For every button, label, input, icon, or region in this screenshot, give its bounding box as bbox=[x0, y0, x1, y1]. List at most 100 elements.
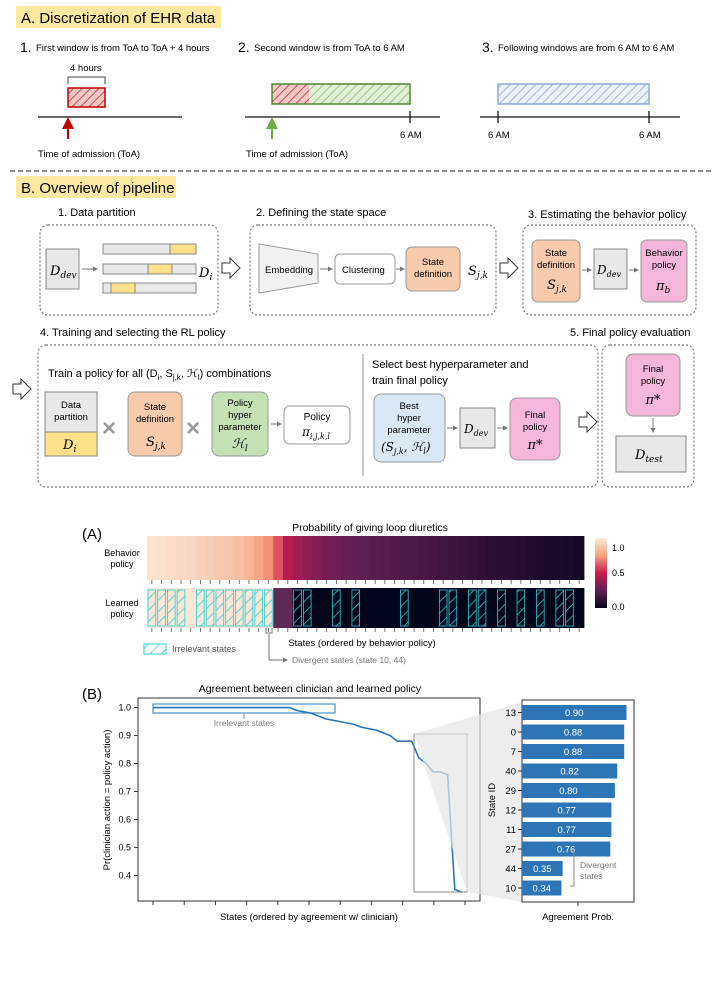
colorbar-tick-05: 0.5 bbox=[612, 568, 625, 578]
step1-bracket-label: 4 hours bbox=[70, 63, 102, 74]
p4-pol-pi: πi,j,k,l bbox=[301, 425, 330, 441]
irrelevant-hatch bbox=[302, 589, 312, 627]
behavior-cell bbox=[341, 536, 352, 580]
learned-cell bbox=[341, 588, 352, 628]
p4-select-1: Select best hyperparameter and bbox=[372, 359, 529, 371]
p4-best-1: Best bbox=[399, 401, 418, 412]
flow-arrow-icon bbox=[578, 410, 598, 434]
bar-category-label: 40 bbox=[505, 767, 516, 778]
behavior-cell bbox=[564, 536, 575, 580]
p1-ddev: Ddev bbox=[49, 264, 77, 281]
irrelevant-hatch bbox=[147, 589, 157, 627]
behavior-cell bbox=[370, 536, 381, 580]
p1-ddev-box bbox=[45, 248, 80, 290]
behavior-cell bbox=[477, 536, 488, 580]
y-tick-label: 0.5 bbox=[118, 842, 131, 852]
learned-cell bbox=[486, 588, 497, 628]
bar-xlabel: Agreement Prob. bbox=[542, 912, 614, 923]
irrelevant-hatch bbox=[332, 589, 341, 627]
step2-tick-label: 6 AM bbox=[400, 130, 422, 141]
p1-di: Di bbox=[198, 266, 212, 283]
step1-text: First window is from ToA to ToA + 4 hour… bbox=[36, 43, 210, 54]
learned-cell bbox=[370, 588, 381, 628]
zoom-connector bbox=[414, 702, 522, 902]
behavior-cell bbox=[195, 536, 206, 580]
chart-panel-label: (B) bbox=[82, 686, 102, 703]
behavior-cell bbox=[516, 536, 527, 580]
learned-cell bbox=[418, 588, 430, 628]
p4-sd-1: State bbox=[144, 402, 166, 413]
flow-arrow-icon bbox=[221, 256, 241, 280]
p4-frame bbox=[37, 344, 599, 488]
step2-first-window bbox=[272, 84, 309, 104]
p3-behavior-1: Behavior bbox=[645, 248, 683, 259]
p4-state-box bbox=[127, 391, 183, 457]
agreement-bar bbox=[522, 705, 627, 720]
agreement-bar bbox=[522, 724, 625, 740]
p3-title: 3. Estimating the behavior policy bbox=[528, 209, 687, 221]
agreement-bar bbox=[522, 783, 615, 798]
p5-fp-1: Final bbox=[643, 364, 664, 375]
behavior-cell bbox=[438, 536, 449, 580]
behavior-cell bbox=[321, 536, 332, 580]
times-icon: × bbox=[102, 415, 116, 442]
learned-cell bbox=[428, 588, 439, 628]
divergent-bar-bracket bbox=[570, 849, 575, 887]
divergent-bracket bbox=[265, 628, 273, 634]
behavior-cell bbox=[244, 536, 255, 580]
p2-frame bbox=[249, 224, 497, 316]
heatmap-title: Probability of giving loop diuretics bbox=[292, 522, 448, 534]
p1-title: 1. Data partition bbox=[58, 207, 136, 219]
p3-state-1: State bbox=[545, 248, 567, 259]
learned-cell bbox=[506, 588, 517, 628]
p1-frame bbox=[39, 224, 219, 316]
y-tick-label: 1.0 bbox=[118, 703, 131, 713]
section-b: B. Overview of pipeline 1. Data partitio… bbox=[12, 176, 697, 488]
bar-value-label: 0.77 bbox=[557, 825, 576, 836]
agreement-bar bbox=[522, 763, 618, 779]
learned-cell bbox=[312, 588, 323, 628]
learned-cell bbox=[409, 588, 420, 628]
p5-title: 5. Final policy evaluation bbox=[570, 327, 690, 339]
behavior-cell bbox=[273, 536, 284, 580]
heatmap-xlabel: States (ordered by behavior policy) bbox=[288, 638, 435, 649]
behavior-cell bbox=[428, 536, 439, 580]
heatmap-row1-line1: Behavior bbox=[104, 548, 140, 558]
p4-data-partition-test bbox=[44, 431, 98, 457]
p5-fp-pi: π* bbox=[644, 393, 661, 408]
bar-category-label: 11 bbox=[506, 825, 516, 836]
irrelevant-hatch bbox=[157, 589, 166, 627]
y-tick-label: 0.6 bbox=[118, 814, 131, 824]
step2-text: Second window is from ToA to 6 AM bbox=[254, 43, 405, 54]
bar-value-label: 0.77 bbox=[557, 806, 576, 817]
agreement-chart: (B) Agreement between clinician and lear… bbox=[82, 683, 635, 923]
agreement-bar bbox=[522, 880, 562, 896]
behavior-cell bbox=[525, 536, 536, 580]
behavior-cell bbox=[409, 536, 420, 580]
y-tick-label: 0.9 bbox=[118, 731, 131, 741]
behavior-heat-row bbox=[147, 536, 585, 580]
behavior-cell bbox=[156, 536, 167, 580]
line-x-axis bbox=[152, 901, 466, 905]
p2-state-def-1: State bbox=[422, 257, 444, 268]
irrelevant-hatch bbox=[516, 589, 526, 627]
irrelevant-hatch bbox=[205, 589, 215, 627]
behavior-cell bbox=[350, 536, 362, 580]
behavior-cell bbox=[574, 536, 585, 580]
step3-tick-left-label: 6 AM bbox=[488, 130, 510, 141]
step2-axis-label: Time of admission (ToA) bbox=[246, 149, 348, 160]
behavior-cell bbox=[554, 536, 565, 580]
irrelevant-label: Irrelevant states bbox=[214, 718, 274, 728]
p3-pib: πb bbox=[655, 279, 671, 296]
learned-cell bbox=[457, 588, 468, 628]
agreement-bar bbox=[522, 802, 612, 818]
irrelevant-hatch bbox=[497, 589, 506, 627]
bars: 0.90 13 0.88 0 0.88 7 0.82 40 0.80 29 0.77 12 0.77 11… bbox=[505, 705, 627, 906]
p2-title: 2. Defining the state space bbox=[256, 207, 386, 219]
irrelevant-hatch bbox=[293, 589, 302, 627]
behavior-cell bbox=[418, 536, 430, 580]
p4-dp-1: Data bbox=[61, 400, 82, 411]
irrelevant-hatch bbox=[244, 589, 254, 627]
agreement-bar bbox=[522, 822, 612, 837]
section-b-highlight bbox=[16, 176, 176, 198]
